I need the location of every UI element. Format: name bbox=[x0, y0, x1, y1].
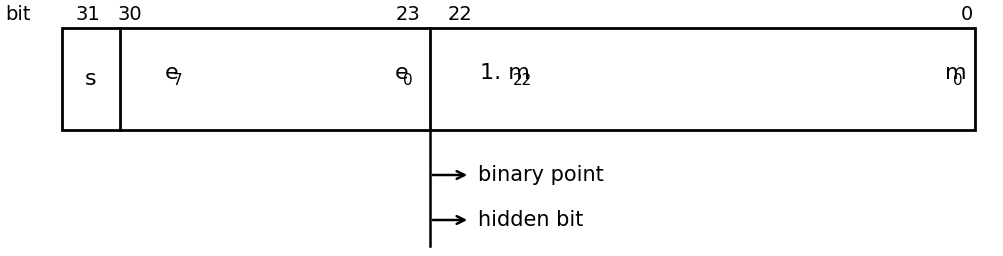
Text: 7: 7 bbox=[173, 73, 183, 88]
Text: binary point: binary point bbox=[477, 165, 603, 185]
Text: 22: 22 bbox=[513, 73, 532, 88]
Text: 23: 23 bbox=[395, 5, 420, 24]
Text: e: e bbox=[164, 63, 179, 83]
Text: 0: 0 bbox=[960, 5, 972, 24]
Text: m: m bbox=[944, 63, 966, 83]
Text: 30: 30 bbox=[117, 5, 142, 24]
Text: 0: 0 bbox=[952, 73, 962, 88]
Text: 0: 0 bbox=[403, 73, 412, 88]
Text: 22: 22 bbox=[447, 5, 471, 24]
Text: e: e bbox=[394, 63, 408, 83]
Text: 31: 31 bbox=[75, 5, 100, 24]
Text: s: s bbox=[85, 69, 96, 89]
Text: hidden bit: hidden bit bbox=[477, 210, 583, 230]
Polygon shape bbox=[62, 28, 974, 130]
Text: 1. m: 1. m bbox=[479, 63, 530, 83]
Text: bit: bit bbox=[5, 5, 31, 24]
